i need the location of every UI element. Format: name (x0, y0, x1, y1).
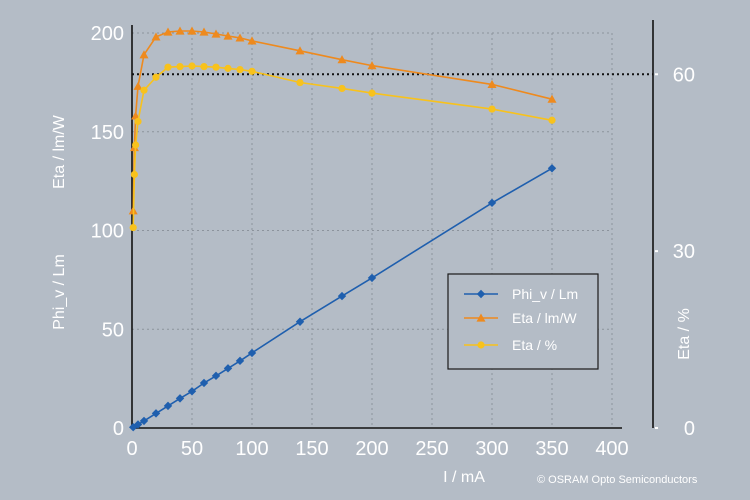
data-point-series-2 (488, 105, 496, 113)
data-point-series-2 (129, 223, 137, 232)
y-tick-label-right: 30 (673, 241, 695, 263)
x-axis-title: I / mA (443, 469, 485, 486)
y-axis-title-phi: Phi_v / Lm (51, 254, 68, 330)
x-tick-label: 400 (595, 438, 628, 460)
legend-label-phi: Phi_v / Lm (512, 286, 578, 302)
data-point-series-0 (487, 198, 497, 208)
data-point-series-2 (236, 65, 244, 74)
legend-marker-2 (477, 341, 485, 349)
legend-label-eta-lmw: Eta / lm/W (512, 310, 577, 326)
tick-labels: 0 50 100 150 200 250 300 350 400 0 50 100 150 200 0 30 6… (91, 23, 695, 460)
legend-marker-1 (476, 313, 486, 322)
data-point-series-0 (547, 164, 557, 173)
data-point-series-1 (163, 27, 173, 36)
data-point-series-1 (547, 94, 557, 103)
data-point-series-1 (151, 32, 161, 41)
data-point-series-2 (188, 62, 196, 70)
data-point-series-0 (211, 371, 221, 381)
data-point-series-1 (367, 61, 377, 70)
data-point-series-2 (140, 86, 148, 94)
y-tick-label-left: 0 (113, 418, 124, 440)
data-point-series-2 (212, 63, 220, 71)
y-tick-label-right: 0 (684, 418, 695, 440)
data-point-series-1 (175, 26, 185, 35)
data-point-series-0 (187, 387, 197, 396)
data-point-series-0 (133, 420, 143, 429)
x-tick-label: 300 (475, 438, 508, 460)
data-point-series-1 (131, 111, 141, 120)
data-point-series-0 (247, 348, 257, 358)
data-point-series-0 (367, 273, 377, 283)
data-point-series-2 (164, 63, 172, 71)
x-tick-label: 250 (415, 438, 448, 460)
data-point-series-2 (248, 67, 256, 75)
data-point-series-0 (163, 401, 173, 411)
legend-symbols (464, 289, 498, 349)
data-point-series-1 (223, 31, 233, 40)
y-axis-title-eta-lmw: Eta / lm/W (51, 114, 68, 189)
y-tick-label-left: 50 (102, 319, 124, 341)
y-axis-title-right: Eta / % (676, 308, 693, 360)
copyright-text: © OSRAM Opto Semiconductors (537, 474, 698, 486)
x-tick-label: 0 (126, 438, 137, 460)
data-point-series-0 (175, 394, 185, 403)
y-tick-label-left: 200 (91, 23, 124, 45)
data-point-series-2 (152, 73, 160, 81)
x-tick-label: 100 (235, 438, 268, 460)
legend-marker-0 (476, 289, 486, 299)
data-point-series-2 (224, 64, 232, 72)
data-point-series-0 (139, 416, 149, 426)
legend-box (447, 273, 599, 370)
data-point-series-2 (338, 84, 346, 93)
data-point-series-1 (187, 26, 197, 35)
data-point-series-2 (134, 117, 142, 126)
data-point-series-0 (235, 356, 245, 366)
data-point-series-2 (296, 78, 304, 87)
x-tick-label: 150 (295, 438, 328, 460)
data-point-series-2 (200, 63, 208, 71)
data-point-series-2 (176, 63, 184, 71)
data-point-series-2 (132, 141, 140, 149)
data-point-series-2 (130, 170, 138, 179)
data-point-series-0 (337, 291, 347, 301)
data-point-series-0 (295, 317, 305, 326)
data-point-series-2 (368, 89, 376, 97)
legend-label-eta-percent: Eta / % (512, 337, 557, 353)
data-point-series-2 (548, 116, 556, 124)
data-point-series-1 (337, 55, 347, 64)
data-point-series-1 (487, 79, 497, 88)
y-tick-label-left: 150 (91, 122, 124, 144)
data-point-series-1 (295, 46, 305, 55)
data-point-series-1 (235, 33, 245, 42)
legend: Phi_v / Lm Eta / lm/W Eta / % (447, 273, 599, 370)
x-tick-label: 50 (181, 438, 203, 460)
data-point-series-1 (133, 81, 143, 90)
data-point-series-1 (211, 29, 221, 38)
data-point-series-1 (199, 27, 209, 36)
y-tick-label-right: 60 (673, 64, 695, 86)
y-tick-label-left: 100 (91, 221, 124, 243)
data-point-series-1 (247, 36, 257, 45)
data-point-series-0 (151, 409, 161, 418)
x-tick-label: 200 (355, 438, 388, 460)
data-point-series-0 (199, 378, 209, 388)
x-tick-label: 350 (535, 438, 568, 460)
data-point-series-0 (223, 364, 233, 373)
series-layer (128, 26, 557, 432)
data-point-series-1 (139, 50, 149, 59)
